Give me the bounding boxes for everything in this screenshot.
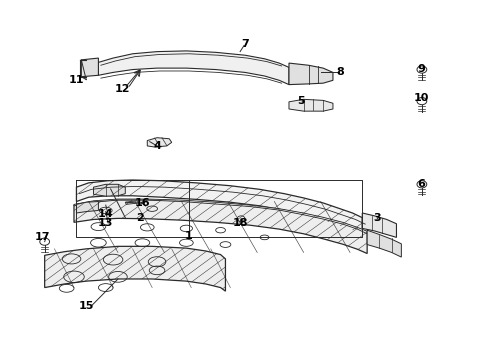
Text: 11: 11 xyxy=(69,75,84,85)
Polygon shape xyxy=(98,51,289,85)
Text: 15: 15 xyxy=(78,301,94,311)
Text: 18: 18 xyxy=(232,218,248,228)
Text: 8: 8 xyxy=(337,67,344,77)
Polygon shape xyxy=(76,180,362,234)
Text: 16: 16 xyxy=(135,198,150,208)
Polygon shape xyxy=(94,184,125,196)
Text: 14: 14 xyxy=(98,209,114,219)
Text: 17: 17 xyxy=(34,232,50,242)
Text: 2: 2 xyxy=(136,213,144,222)
Polygon shape xyxy=(289,63,333,85)
Polygon shape xyxy=(147,138,172,147)
Text: 3: 3 xyxy=(373,213,381,222)
Polygon shape xyxy=(362,213,396,237)
Text: 13: 13 xyxy=(98,218,113,228)
Polygon shape xyxy=(125,201,139,204)
Text: 5: 5 xyxy=(297,96,305,106)
Text: 9: 9 xyxy=(417,64,425,74)
Polygon shape xyxy=(289,99,333,111)
Polygon shape xyxy=(367,230,401,257)
Text: 7: 7 xyxy=(241,39,249,49)
Polygon shape xyxy=(76,202,98,213)
Text: 10: 10 xyxy=(413,93,429,103)
Polygon shape xyxy=(81,58,98,77)
Text: 6: 6 xyxy=(417,179,425,189)
Text: 4: 4 xyxy=(153,141,161,151)
Polygon shape xyxy=(74,200,367,253)
Text: 1: 1 xyxy=(185,231,193,240)
Polygon shape xyxy=(45,246,225,291)
Polygon shape xyxy=(74,199,367,234)
Text: 12: 12 xyxy=(115,84,131,94)
